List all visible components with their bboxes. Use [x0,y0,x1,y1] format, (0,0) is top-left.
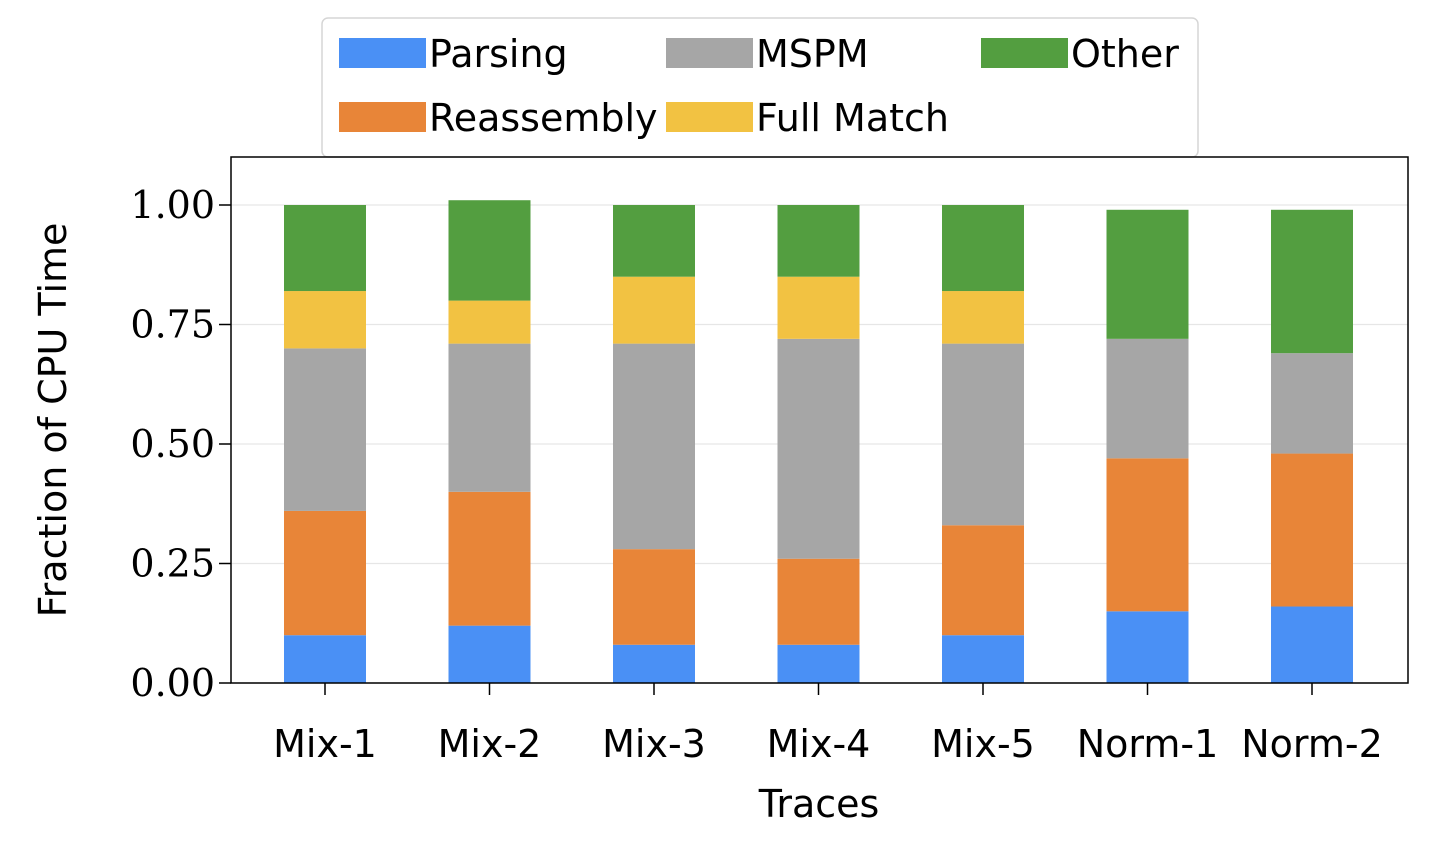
bar-mspm [1271,353,1353,454]
y-axis-label: Fraction of CPU Time [31,223,75,618]
legend-swatch [339,38,426,68]
legend-label: MSPM [756,32,869,76]
bar-other [777,205,860,277]
bar-other [942,205,1024,292]
bar-stack [448,200,531,683]
bars [284,200,1353,683]
bar-other [284,205,366,292]
bar-full-match [942,291,1024,344]
legend-label: Reassembly [429,96,658,140]
x-tick-label: Mix-3 [602,722,706,766]
bar-parsing [942,635,1024,683]
bar-reassembly [284,510,366,636]
legend-item: Other [981,32,1179,76]
legend-label: Full Match [756,96,949,140]
legend-item: Reassembly [339,96,658,140]
bar-reassembly [942,525,1024,636]
bar-mspm [613,343,695,550]
bar-reassembly [1271,453,1353,607]
legend-item: Full Match [666,96,949,140]
legend-swatch [666,38,753,68]
bar-full-match [448,300,531,344]
bar-other [1106,209,1189,339]
legend: Parsing Reassembly MSPM Full Match Other [321,17,1199,158]
legend-label: Parsing [429,32,568,76]
y-tick-label: 0.25 [130,542,215,586]
bar-stack [1106,209,1189,683]
bar-mspm [777,338,860,559]
x-axis-label: Traces [758,782,880,826]
bar-mspm [448,343,531,492]
x-axis: Mix-1 Mix-2 Mix-3 Mix-4 Mix-5 Norm-1 Norm-2 [273,683,1383,766]
bar-other [448,200,531,301]
x-tick-label: Norm-2 [1241,722,1383,766]
bar-parsing [284,635,366,683]
y-axis: 0.00 0.25 0.50 0.75 1.00 [130,183,231,705]
bar-reassembly [777,558,860,645]
legend-swatch [339,102,426,132]
bar-parsing [1106,611,1189,683]
legend-label: Other [1071,32,1179,76]
bar-parsing [613,644,695,683]
legend-item: Parsing [339,32,568,76]
y-tick-label: 0.50 [130,422,215,466]
bar-reassembly [1106,458,1189,612]
x-tick-label: Mix-4 [767,722,871,766]
bar-full-match [777,276,860,339]
bar-stack [284,205,366,683]
bar-stack [777,205,860,683]
bar-mspm [284,348,366,511]
y-tick-label: 0.75 [130,303,215,347]
plot-frame [230,156,1409,684]
bar-parsing [1271,606,1353,683]
bar-stack [613,205,695,683]
bar-parsing [448,625,531,683]
y-tick-label: 0.00 [130,661,215,705]
y-tick-label: 1.00 [130,183,215,227]
bar-full-match [284,291,366,349]
legend-swatch [666,102,753,132]
x-tick-label: Mix-2 [438,722,542,766]
x-tick-label: Mix-5 [931,722,1035,766]
bar-stack [942,205,1024,683]
x-tick-label: Mix-1 [273,722,377,766]
legend-swatch [981,38,1068,68]
x-tick-label: Norm-1 [1077,722,1219,766]
bar-mspm [1106,338,1189,459]
legend-item: MSPM [666,32,869,76]
bar-mspm [942,343,1024,526]
bar-parsing [777,644,860,683]
bar-reassembly [448,491,531,626]
bar-stack [1271,209,1353,683]
bar-full-match [613,276,695,344]
bar-reassembly [613,549,695,645]
bar-other [613,205,695,277]
bar-other [1271,209,1353,354]
